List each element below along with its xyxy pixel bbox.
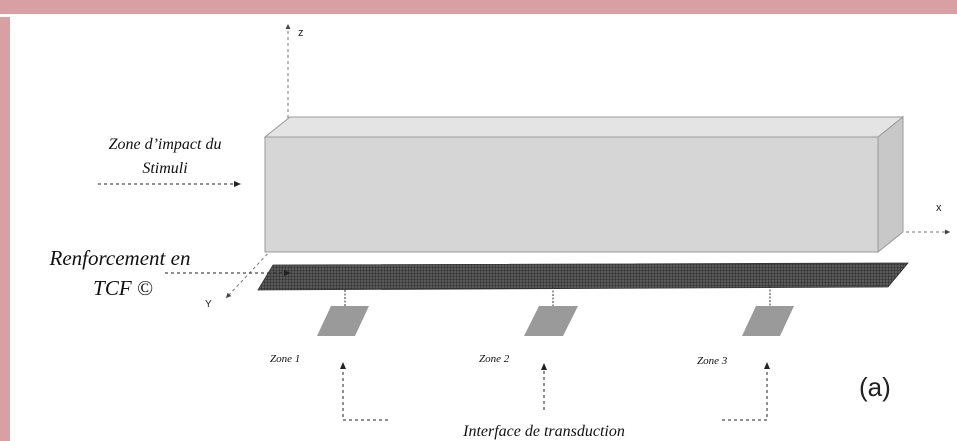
impact-annotation: Zone d’impact du Stimuli xyxy=(98,136,241,187)
sensor-pads xyxy=(317,306,794,336)
reinforcement-annotation: Renforcement en TCF © xyxy=(49,246,291,300)
transduction-arrow-left xyxy=(340,362,388,421)
impact-label-line1: Zone d’impact du xyxy=(109,136,222,153)
transduction-annotation: Interface de transduction xyxy=(340,362,770,440)
zone-label-3: Zone 3 xyxy=(697,355,728,367)
impact-label-line2: Stimuli xyxy=(142,160,187,177)
z-axis-label: z xyxy=(298,27,304,39)
sensor-pad-zone-2 xyxy=(524,306,578,336)
transduction-arrow-right xyxy=(722,362,770,421)
tcf-reinforcement-mesh xyxy=(257,262,909,291)
zone-label-2: Zone 2 xyxy=(479,353,510,365)
x-axis-label: x xyxy=(936,202,942,214)
sensor-pad-zone-3 xyxy=(742,306,794,336)
transduction-label: Interface de transduction xyxy=(462,423,625,440)
y-axis-label: Y xyxy=(205,299,212,310)
zone-label-1: Zone 1 xyxy=(270,353,300,365)
sensor-pad-zone-1 xyxy=(317,306,369,336)
beam-top-face xyxy=(263,116,905,138)
beam xyxy=(263,115,905,254)
figure-tag: (a) xyxy=(859,372,891,402)
reinforcement-label-line1: Renforcement en xyxy=(49,246,191,270)
zone-labels: Zone 1 Zone 2 Zone 3 xyxy=(270,353,728,367)
beam-front-face xyxy=(264,136,879,253)
reinforcement-label-line2: TCF © xyxy=(93,276,153,300)
beam-side-face xyxy=(877,115,904,254)
